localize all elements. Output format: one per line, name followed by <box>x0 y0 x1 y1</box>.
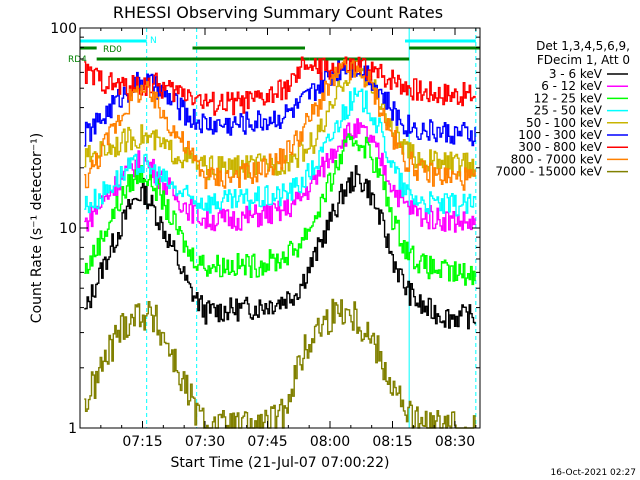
x-tick-label-1: 07:30 <box>185 434 225 450</box>
legend-header-line-1: Det 1,3,4,5,6,9, <box>536 39 630 53</box>
x-axis: 07:15 07:30 07:45 08:00 08:15 08:30 <box>100 28 477 450</box>
legend-label-5: 100 - 300 keV <box>518 128 602 142</box>
legend-label-0: 3 - 6 keV <box>549 67 603 81</box>
y-axis: 1 10 100 <box>50 21 480 437</box>
x-tick-label-5: 08:30 <box>435 434 475 450</box>
x-tick-label-3: 08:00 <box>310 434 350 450</box>
legend-label-2: 12 - 25 keV <box>534 91 603 105</box>
legend-label-6: 300 - 800 keV <box>518 140 602 154</box>
x-axis-label: Start Time (21-Jul-07 07:00:22) <box>170 455 389 471</box>
series-line-7 <box>84 59 476 191</box>
series-line-4 <box>84 60 476 181</box>
series-line-8 <box>84 298 476 429</box>
y-tick-label-1: 10 <box>59 221 77 237</box>
legend-label-3: 25 - 50 keV <box>534 104 603 118</box>
series-lines <box>84 56 476 429</box>
legend: Det 1,3,4,5,6,9, FDecim 1, Att 0 3 - 6 k… <box>495 39 630 179</box>
y-tick-label-0: 1 <box>68 421 77 437</box>
series-line-2 <box>84 133 476 286</box>
flag-bars: N RD0 RD4 <box>68 36 480 65</box>
y-tick-label-2: 100 <box>50 21 77 37</box>
series-line-3 <box>84 87 476 217</box>
flag-n-label: N <box>150 36 157 46</box>
series-line-6 <box>84 56 476 116</box>
timestamp: 16-Oct-2021 02:27 <box>551 468 636 478</box>
y-axis-label: Count Rate (s⁻¹ detector⁻¹) <box>29 133 45 323</box>
legend-label-7: 800 - 7000 keV <box>511 152 603 166</box>
legend-label-8: 7000 - 15000 keV <box>495 165 602 179</box>
chart-title: RHESSI Observing Summary Count Rates <box>113 3 443 22</box>
x-tick-label-0: 07:15 <box>122 434 162 450</box>
series-line-0 <box>84 165 476 330</box>
legend-label-4: 50 - 100 keV <box>526 116 603 130</box>
legend-header-line-2: FDecim 1, Att 0 <box>537 53 630 67</box>
flag-rd0-label: RD0 <box>103 45 122 55</box>
legend-label-1: 6 - 12 keV <box>541 79 603 93</box>
x-tick-label-2: 07:45 <box>247 434 287 450</box>
x-tick-label-4: 08:15 <box>372 434 412 450</box>
flag-rd4-label: RD4 <box>68 55 87 65</box>
